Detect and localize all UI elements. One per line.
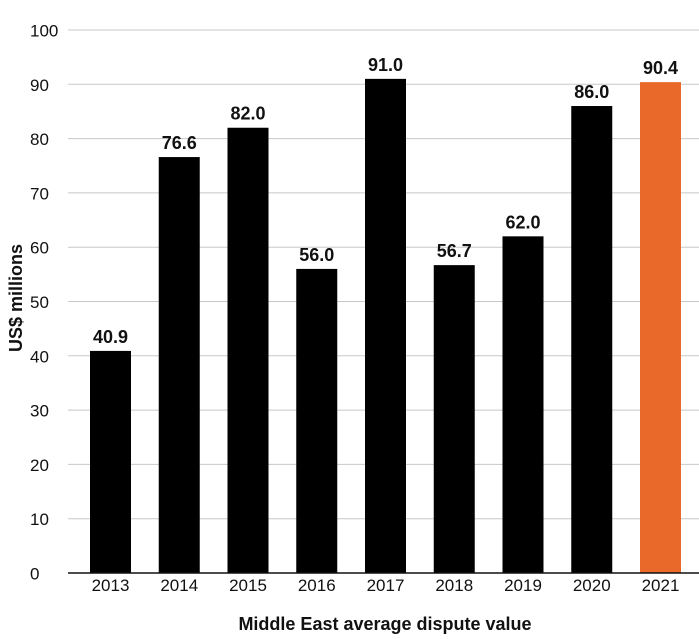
bar-2019 — [502, 236, 544, 573]
bar-2013 — [90, 350, 131, 573]
x-tick-label-2015: 2015 — [229, 576, 267, 595]
data-label-2018: 56.7 — [437, 241, 472, 261]
y-tick-label: 50 — [30, 293, 49, 312]
bar-2017 — [365, 78, 406, 574]
y-axis-title: US$ millions — [6, 244, 26, 352]
x-tick-label-2016: 2016 — [298, 576, 336, 595]
bar-2020 — [571, 106, 613, 574]
data-label-2013: 40.9 — [93, 327, 128, 347]
x-tick-label-2021: 2021 — [642, 576, 680, 595]
data-label-2021: 90.4 — [643, 58, 678, 78]
x-tick-label-2020: 2020 — [573, 576, 611, 595]
y-tick-label: 80 — [30, 130, 49, 149]
data-label-2015: 82.0 — [230, 104, 265, 124]
x-tick-label-2017: 2017 — [367, 576, 405, 595]
y-tick-label: 40 — [30, 347, 49, 366]
y-tick-label: 20 — [30, 456, 49, 475]
bar-2016 — [296, 268, 338, 573]
y-tick-label: 30 — [30, 402, 49, 421]
y-axis-ticks: 0 10 20 30 40 50 60 70 80 90 100 — [30, 21, 58, 583]
x-axis-ticks: 2013 2014 2015 2016 2017 2018 2019 2020 2021 — [92, 576, 680, 595]
bar-2021 — [640, 82, 681, 574]
y-tick-label: 90 — [30, 76, 49, 95]
data-label-2017: 91.0 — [368, 55, 403, 75]
bar-2014 — [158, 157, 200, 573]
y-tick-label: 100 — [30, 21, 58, 40]
bar-2015 — [227, 127, 269, 574]
x-axis-title: Middle East average dispute value — [238, 614, 531, 634]
bars — [90, 78, 681, 574]
y-tick-label: 0 — [30, 564, 39, 583]
x-tick-label-2014: 2014 — [160, 576, 198, 595]
data-label-2016: 56.0 — [299, 245, 334, 265]
y-tick-label: 10 — [30, 510, 49, 529]
data-label-2014: 76.6 — [162, 133, 197, 153]
x-tick-label-2019: 2019 — [504, 576, 542, 595]
data-label-2020: 86.0 — [574, 82, 609, 102]
data-label-2019: 62.0 — [505, 212, 540, 232]
x-tick-label-2018: 2018 — [435, 576, 473, 595]
y-tick-label: 60 — [30, 239, 49, 258]
bar-2018 — [433, 265, 475, 573]
x-tick-label-2013: 2013 — [92, 576, 130, 595]
data-labels: 40.9 76.6 82.0 56.0 91.0 56.7 62.0 86.0 90.4 — [93, 55, 678, 347]
y-tick-label: 70 — [30, 184, 49, 203]
